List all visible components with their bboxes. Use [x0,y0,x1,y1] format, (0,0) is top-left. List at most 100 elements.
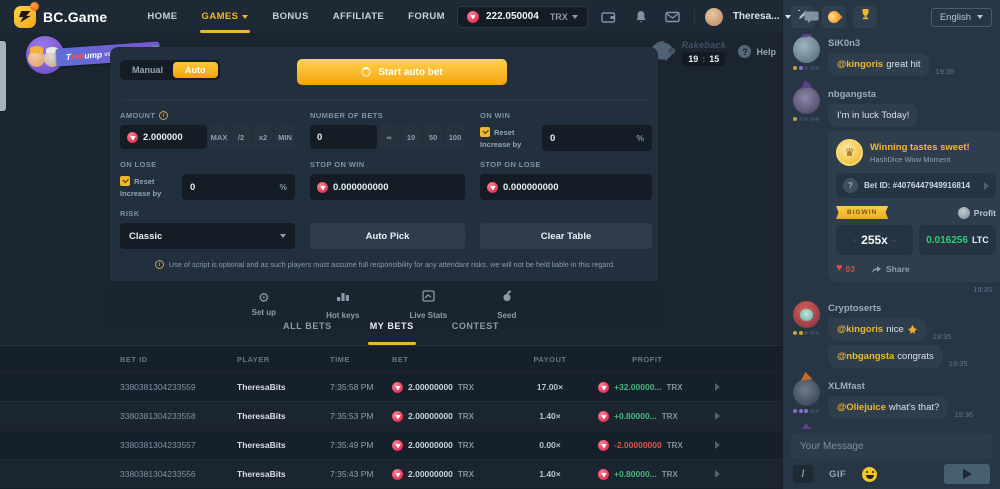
table-row[interactable]: 3380381304233556 TheresaBits 7:35:43 PM … [0,459,782,488]
win-card-bet-id[interactable]: ? Bet ID: #4076447949916814 [836,173,996,198]
hot-streak-button[interactable] [822,6,846,28]
seed-button[interactable]: Seed [497,289,516,320]
mention-link[interactable]: @kingoris [837,324,884,335]
chat-toggle-icon[interactable] [801,6,823,28]
chat-username[interactable]: Cryptoserts [828,303,882,314]
bell-icon[interactable] [630,6,652,28]
bc-game-logo-text: BC.Game [43,8,108,25]
stop-on-lose-input[interactable]: 0.000000000 [480,174,652,200]
medal-icon: ♛ [836,139,863,166]
risk-label: RISK [120,209,140,218]
mention-link[interactable]: @nbgangsta [837,351,895,362]
send-message-button[interactable] [944,464,990,484]
setup-button[interactable]: ⚙ Set up [251,290,277,317]
mention-link[interactable]: @kingoris [837,59,884,70]
on-lose-increase-input[interactable]: 0% [182,174,295,200]
promo-banner[interactable]: TredumpvsBidgreen [4,35,164,85]
wallet-icon[interactable] [598,6,620,28]
number-of-bets-input[interactable]: 0 [310,125,377,149]
tab-all-bets[interactable]: ALL BETS [283,321,332,331]
language-selector[interactable]: English [930,7,992,27]
mode-row: Manual Auto Start auto bet [120,59,650,85]
auto-mode-button[interactable]: Auto [173,62,218,78]
on-lose-reset-checkbox[interactable] [120,176,130,186]
live-stats-button[interactable]: Live Stats [409,289,447,320]
menu-item-games[interactable]: GAMES [190,0,261,33]
trx-coin-icon [392,410,403,422]
risk-group: RISK Classic [120,209,295,249]
share-button[interactable]: Share [871,264,910,274]
chat-input-wrap [791,433,992,459]
chat-username[interactable]: SiK0n3 [828,38,861,49]
help-button[interactable]: ? Help [738,45,776,58]
like-button[interactable]: ♥ [836,262,843,274]
spinner-icon [361,67,372,77]
trx-coin-icon [466,10,479,23]
chat-message-input[interactable] [791,433,992,459]
balance-currency: TRX [550,12,578,22]
gif-button[interactable]: GIF [829,468,847,480]
bets-infinity-button[interactable]: ∞ [379,125,399,149]
trx-coin-icon [598,468,609,480]
stop-on-win-group: STOP ON WIN 0.000000000 [310,160,465,200]
amount-double-button[interactable]: x2 [253,125,273,149]
hot-keys-button[interactable]: Hot keys [326,289,359,320]
bets-50-button[interactable]: 50 [423,125,443,149]
table-row[interactable]: 3380381304233558 TheresaBits 7:35:53 PM … [0,401,782,430]
trx-coin-icon [598,439,609,451]
mode-toggle: Manual Auto [120,60,220,80]
rakeback-widget[interactable]: Rakeback 19:15 [648,38,726,67]
slash-command-button[interactable]: / [793,465,813,483]
emoji-picker-icon[interactable] [862,466,878,482]
chat-username[interactable]: XLMfast [828,381,865,392]
menu-item-bonus[interactable]: BONUS [272,11,309,22]
amount-input[interactable]: 2.000000 [120,125,207,149]
mention-link[interactable]: @Oliejuice [837,402,886,413]
chat-username[interactable]: nbgangsta [828,89,877,100]
avatar[interactable] [792,87,820,114]
on-win-increase-input[interactable]: 0% [542,125,652,151]
dice-icon: ? [843,178,858,193]
avatar[interactable] [792,36,820,63]
bets-10-button[interactable]: 10 [401,125,421,149]
mail-icon[interactable] [662,6,684,28]
script-disclaimer: i Use of script is optional and as such … [120,260,650,269]
contest-trophy-button[interactable] [853,6,877,28]
amount-max-button[interactable]: MAX [209,125,229,149]
stop-on-lose-group: STOP ON LOSE 0.000000000 [480,160,652,200]
clear-table-button[interactable]: Clear Table [480,223,652,249]
menu-item-home[interactable]: HOME [147,11,178,22]
table-row[interactable]: 3380381304233557 TheresaBits 7:35:49 PM … [0,430,782,459]
tab-my-bets[interactable]: MY BETS [367,307,416,345]
on-lose-label: ON LOSE [120,160,157,169]
user-badges [793,409,819,413]
user-menu[interactable]: Theresa... [733,11,791,22]
on-win-reset-checkbox[interactable] [480,127,490,137]
seed-icon [501,289,513,307]
info-icon[interactable]: i [159,111,169,120]
manual-mode-button[interactable]: Manual [132,65,164,75]
chat-bubble: @Oliejuice what's that? [828,396,949,419]
user-avatar[interactable] [704,7,723,26]
main-content: TredumpvsBidgreen Rakeback 19:15 ? Help … [0,33,782,489]
auto-pick-button[interactable]: Auto Pick [310,223,465,249]
chevron-right-icon [715,383,720,391]
bc-game-logo[interactable]: BC.Game [14,1,108,28]
menu-item-forum[interactable]: FORUM [408,11,445,22]
amount-half-button[interactable]: /2 [231,125,251,149]
balance-selector[interactable]: 222.050004 TRX [456,5,588,28]
menu-item-affiliate[interactable]: AFFILIATE [332,11,385,22]
avatar[interactable] [792,301,820,328]
stop-on-win-input[interactable]: 0.000000000 [310,174,465,200]
tab-contest[interactable]: CONTEST [451,321,499,331]
amount-min-button[interactable]: MIN [275,125,295,149]
chevron-right-icon [715,470,720,478]
bets-tabs: ALL BETS MY BETS CONTEST [0,307,782,345]
avatar[interactable] [792,379,820,406]
risk-dropdown[interactable]: Classic [120,223,295,249]
start-auto-bet-button[interactable]: Start auto bet [297,59,507,85]
bets-100-button[interactable]: 100 [445,125,465,149]
table-row[interactable]: 3380381304233559 TheresaBits 7:35:58 PM … [0,372,782,401]
trx-coin-icon [598,381,609,393]
auto-bet-panel: Manual Auto Start auto bet AMOUNT i 2.000… [110,47,658,327]
